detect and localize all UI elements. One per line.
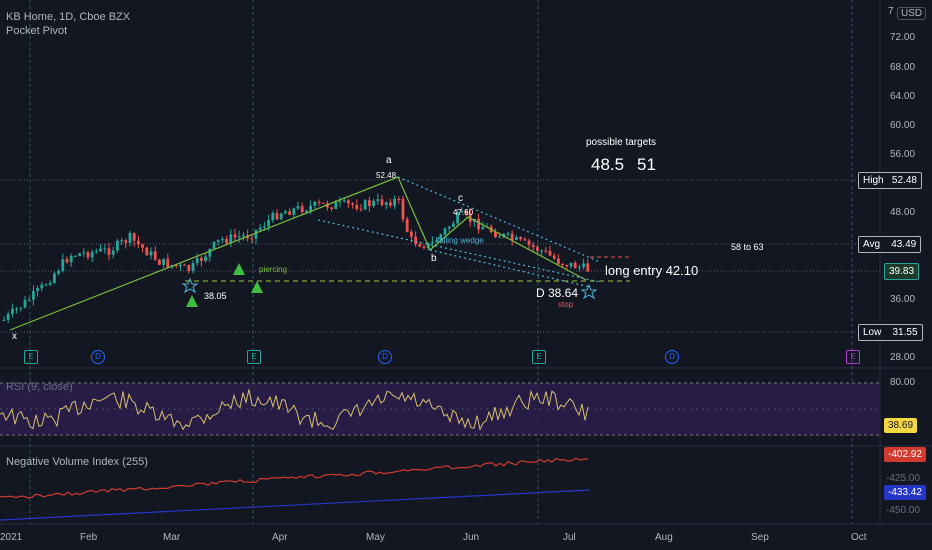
date-axis-label: Jul [563, 532, 576, 543]
price-axis-label: 28.00 [890, 352, 916, 363]
wedge-label: falling wedge [437, 236, 484, 245]
nvi-blue-line [0, 489, 591, 521]
low-tag-value: 31.55 [892, 327, 918, 338]
dividend-marker[interactable]: D [665, 350, 679, 364]
date-axis-label: Apr [272, 532, 288, 543]
price-axis-label: 64.00 [890, 91, 916, 102]
high-tag-value: 52.48 [891, 175, 917, 186]
price-axis-label: 68.00 [890, 62, 916, 73]
date-axis-label: Oct [851, 532, 867, 543]
point-b-label: b [431, 253, 437, 264]
price-axis-label: 60.00 [890, 120, 916, 131]
low-tag-label: Low [863, 327, 882, 338]
price-axis-label-top: 7 [888, 6, 894, 17]
earnings-marker[interactable]: E [846, 350, 860, 364]
nvi-value-tag-red: -402.92 [884, 447, 926, 462]
rsi-value-tag: 38.69 [884, 418, 918, 433]
target-1: 48.5 [591, 155, 625, 174]
date-axis-label: Feb [80, 532, 98, 543]
point-a-value: 52.48 [376, 171, 397, 180]
long-entry-note: long entry 42.10 [605, 263, 699, 278]
high-tag-label: High [863, 175, 884, 186]
date-axis-label: Jun [463, 532, 480, 543]
earnings-marker[interactable]: E [24, 350, 38, 364]
point-a-label: a [386, 155, 392, 166]
price-axis-label: 72.00 [890, 32, 916, 43]
stop-label: stop [558, 300, 574, 309]
price-axis-label: 48.00 [890, 207, 916, 218]
rsi-title[interactable]: RSI (9, close) [6, 381, 73, 393]
dividend-marker[interactable]: D [91, 350, 105, 364]
rsi-line [0, 389, 589, 431]
piercing-label: piercing [259, 265, 288, 274]
nvi-axis-label: -450.00 [886, 505, 920, 516]
currency-badge[interactable]: USD [897, 7, 927, 20]
high-tag: High 52.48 [858, 172, 922, 189]
price-candles [2, 193, 590, 323]
avg-tag: Avg 43.49 [858, 236, 922, 253]
point-x-label: x [12, 331, 17, 342]
earnings-marker[interactable]: E [247, 350, 261, 364]
point-c-label: c [458, 193, 463, 204]
date-axis-label: Mar [163, 532, 181, 543]
price-axis-label: 56.00 [890, 149, 916, 160]
avg-tag-label: Avg [863, 239, 881, 250]
possible-targets-label: possible targets [586, 137, 657, 148]
indicator-name[interactable]: Pocket Pivot [6, 25, 68, 37]
target-2: 51 [637, 155, 656, 174]
low-note: 38.05 [204, 291, 227, 301]
date-axis-label: May [366, 532, 385, 543]
point-c-value: 47.60 [453, 208, 474, 217]
nvi-axis-label: -425.00 [886, 473, 920, 484]
nvi-red-line [0, 457, 588, 499]
avg-tag-value: 43.49 [891, 239, 917, 250]
price-axis-label: 36.00 [890, 294, 916, 305]
date-axis-label: 2021 [0, 532, 23, 543]
nvi-title[interactable]: Negative Volume Index (255) [6, 456, 148, 468]
earnings-marker[interactable]: E [532, 350, 546, 364]
nvi-value-tag-blue: -433.42 [884, 485, 926, 500]
low-tag: Low 31.55 [858, 324, 923, 341]
symbol-title[interactable]: KB Home, 1D, Cboe BZX [6, 11, 131, 23]
last-price-tag: 39.83 [884, 263, 920, 280]
d-point-label: D 38.64 [536, 286, 579, 300]
rsi-axis-label: 80.00 [890, 377, 916, 388]
date-axis-label: Sep [751, 532, 769, 543]
date-axis-label: Aug [655, 532, 673, 543]
range-note: 58 to 63 [731, 242, 764, 252]
dividend-marker[interactable]: D [378, 350, 392, 364]
